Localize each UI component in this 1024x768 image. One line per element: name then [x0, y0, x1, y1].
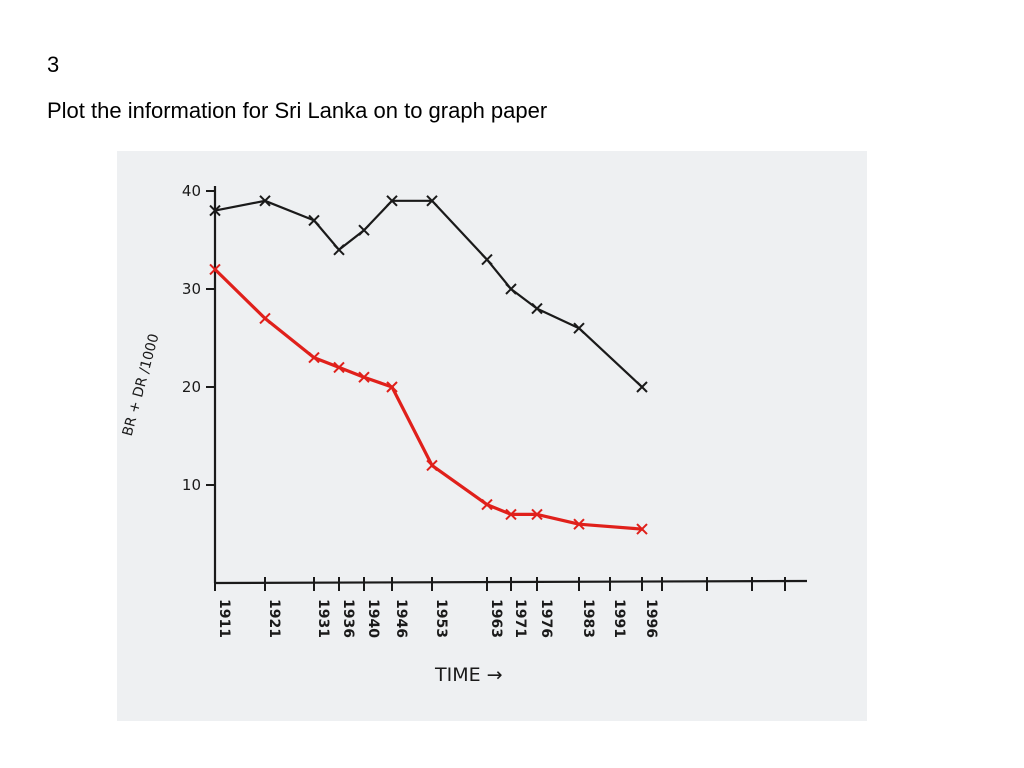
chart-canvas: 10 20 30 40 1911 1921 1931 1936 1940 1946 1953 196…	[120, 182, 808, 686]
slide-instruction-text: Plot the information for Sri Lanka on to…	[47, 98, 548, 123]
y-tick-label: 40	[182, 182, 201, 200]
x-tick-label: 1936	[340, 599, 356, 638]
data-point	[333, 244, 345, 256]
x-tick-label: 1921	[266, 599, 282, 638]
series-2	[209, 263, 648, 535]
data-point	[505, 508, 517, 521]
series-1	[209, 195, 648, 393]
y-axis-label: BR + DR /1000	[120, 332, 163, 438]
y-tick-label: 30	[182, 280, 201, 298]
x-tick-label: 1911	[216, 599, 232, 638]
x-tick-label: 1983	[580, 599, 596, 638]
data-point	[358, 224, 370, 236]
x-tick-label: 1963	[488, 599, 504, 638]
data-point	[481, 498, 493, 511]
data-point	[636, 381, 648, 393]
data-point	[386, 195, 398, 207]
data-point	[426, 195, 438, 207]
x-tick-label: 1953	[433, 599, 449, 638]
x-tick-label: 1996	[643, 599, 659, 638]
x-tick-label: 1991	[611, 599, 627, 638]
data-point	[481, 253, 493, 266]
data-point	[259, 312, 271, 325]
x-tick-label: 1971	[512, 599, 528, 638]
data-point	[386, 381, 398, 393]
data-point	[426, 459, 438, 472]
x-tick-label: 1946	[393, 599, 409, 638]
data-point	[531, 302, 543, 315]
data-point	[636, 523, 648, 535]
data-point	[505, 283, 517, 295]
data-point	[333, 361, 345, 374]
y-tick-label: 10	[182, 476, 201, 494]
data-point	[573, 322, 585, 334]
slide-number: 3	[47, 52, 60, 77]
x-tick-label: 1931	[315, 599, 331, 638]
x-axis-ticks: 1911 1921 1931 1936 1940 1946 1953 1963 1971 1976…	[214, 577, 786, 638]
x-axis-label: TIME →	[434, 664, 503, 686]
series-line	[213, 199, 644, 389]
x-tick-label: 1940	[365, 599, 381, 638]
data-point	[358, 371, 370, 383]
data-point	[531, 508, 543, 521]
data-point	[573, 518, 585, 530]
y-axis-ticks: 10 20 30 40	[182, 182, 215, 494]
data-point	[308, 214, 320, 227]
data-point	[259, 195, 271, 207]
data-point	[209, 204, 221, 217]
series-line	[213, 267, 644, 531]
data-point	[209, 263, 221, 276]
hand-drawn-chart: 10 20 30 40 1911 1921 1931 1936 1940 1946 1953 196…	[117, 151, 867, 721]
series-layer	[209, 195, 648, 535]
chart-axes	[213, 186, 808, 585]
data-point	[308, 351, 320, 364]
y-tick-label: 20	[182, 378, 201, 396]
x-tick-label: 1976	[538, 599, 554, 638]
